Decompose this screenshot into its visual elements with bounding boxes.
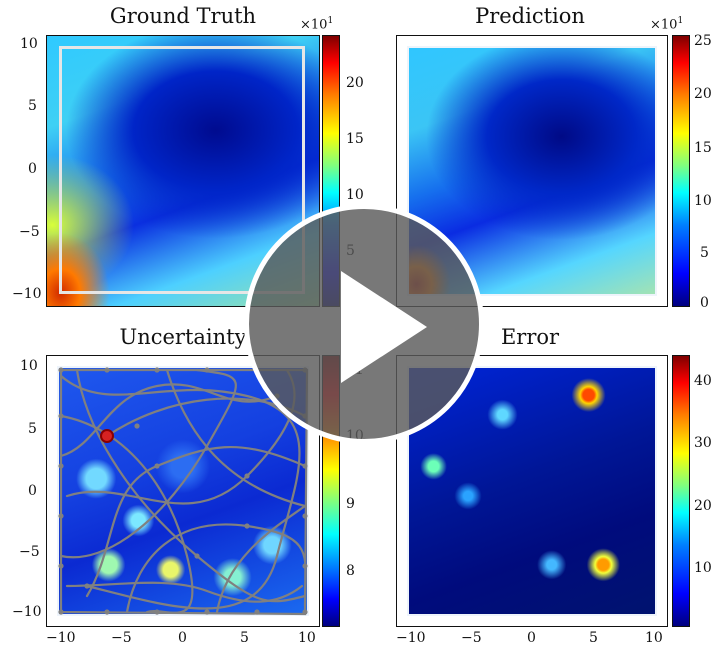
x-tick-label: 0	[527, 630, 536, 646]
error-colorbar	[672, 355, 690, 627]
play-icon	[341, 271, 427, 383]
y-tick-label: 10	[20, 358, 38, 374]
colorbar-tick-label: 40	[694, 373, 712, 389]
trajectory-sample-point	[244, 473, 250, 479]
trajectory-sample-point	[58, 413, 64, 419]
y-tick-label: 10	[20, 36, 38, 52]
trajectory-path	[59, 383, 279, 458]
trajectory-path	[65, 581, 304, 603]
play-button[interactable]	[244, 204, 484, 444]
trajectory-sample-point	[204, 609, 210, 615]
prediction-colorbar	[672, 35, 690, 307]
window-outline	[59, 46, 305, 294]
y-tick-label: −5	[19, 224, 40, 240]
y-tick-label: −10	[12, 286, 42, 302]
colorbar-tick-label: 30	[694, 435, 712, 451]
x-tick-label: −5	[111, 630, 132, 646]
trajectory-sample-point	[154, 367, 160, 373]
error-field	[409, 368, 655, 614]
colorbar-tick-label: 10	[694, 193, 712, 209]
trajectory-sample-point	[154, 463, 160, 469]
trajectory-sample-point	[302, 513, 308, 519]
trajectory-sample-point	[302, 463, 308, 469]
trajectory-sample-point	[134, 423, 140, 429]
trajectory-sample-point	[58, 563, 64, 569]
y-tick-label: −5	[19, 544, 40, 560]
x-tick-label: −5	[461, 630, 482, 646]
colorbar-tick-label: 0	[700, 295, 709, 311]
colorbar-tick-label: 5	[700, 245, 709, 261]
x-tick-label: 5	[240, 630, 249, 646]
x-tick-label: −10	[396, 630, 426, 646]
x-tick-label: −10	[46, 630, 76, 646]
trajectory-sample-point	[302, 563, 308, 569]
x-tick-label: 10	[645, 630, 663, 646]
ground-truth-title: Ground Truth	[109, 4, 257, 28]
uncertainty-title: Uncertainty	[119, 325, 247, 349]
y-tick-label: 5	[28, 98, 37, 114]
colorbar-exponent: ×101	[650, 16, 684, 33]
trajectory-path	[165, 368, 307, 508]
trajectory-path	[215, 504, 307, 614]
ground-truth-heatmap	[46, 35, 320, 307]
y-tick-label: 0	[28, 483, 37, 499]
colorbar-tick-label: 8	[346, 563, 355, 579]
trajectory-sample-point	[254, 609, 260, 615]
y-tick-label: −10	[12, 604, 42, 620]
colorbar-tick-label: 9	[346, 496, 355, 512]
colorbar-tick-label: 10	[346, 187, 364, 203]
trajectory-sample-point	[204, 367, 210, 373]
trajectory-sample-point	[154, 609, 160, 615]
colorbar-exponent: ×101	[300, 16, 334, 33]
colorbar-tick-label: 15	[694, 140, 712, 156]
current-position-marker	[100, 429, 114, 443]
colorbar-tick-label: 25	[694, 33, 712, 49]
trajectory-sample-point	[84, 583, 90, 589]
y-tick-label: 5	[28, 421, 37, 437]
trajectory-sample-point	[58, 609, 64, 615]
trajectory-sample-point	[58, 463, 64, 469]
colorbar-tick-label: 20	[346, 75, 364, 91]
x-tick-label: 5	[589, 630, 598, 646]
trajectory-sample-point	[104, 367, 110, 373]
x-tick-label: 0	[178, 630, 187, 646]
trajectory-sample-point	[104, 609, 110, 615]
trajectory-sample-point	[244, 523, 250, 529]
x-tick-label: 10	[298, 630, 316, 646]
trajectory-sample-point	[58, 513, 64, 519]
y-tick-label: 0	[28, 161, 37, 177]
trajectory-sample-point	[302, 609, 308, 615]
error-title: Error	[500, 325, 560, 349]
trajectory-path	[59, 368, 237, 559]
colorbar-tick-label: 10	[694, 560, 712, 576]
prediction-title: Prediction	[475, 4, 585, 28]
trajectory-sample-point	[194, 553, 200, 559]
colorbar-tick-label: 20	[694, 86, 712, 102]
trajectory-sample-point	[58, 367, 64, 373]
colorbar-tick-label: 20	[694, 498, 712, 514]
colorbar-tick-label: 15	[346, 131, 364, 147]
